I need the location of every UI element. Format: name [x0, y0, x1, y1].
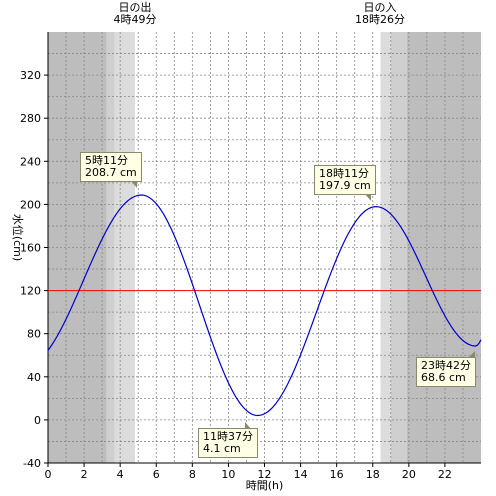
x-tick-label: 14 — [294, 468, 308, 481]
high-tide-2-value: 197.9 cm — [319, 179, 371, 192]
x-tick-label: 6 — [153, 468, 160, 481]
y-tick-label: 120 — [20, 285, 41, 298]
sunrise-label: 日の出 4時49分 — [95, 2, 175, 26]
y-tick-label: 280 — [20, 112, 41, 125]
sunrise-title: 日の出 — [118, 1, 152, 14]
x-tick-label: 20 — [402, 468, 416, 481]
high-tide-1-time: 5時11分 — [85, 154, 128, 167]
y-tick-label: 320 — [20, 69, 41, 82]
high-tide-2-time: 18時11分 — [319, 167, 369, 180]
x-tick-label: 0 — [45, 468, 52, 481]
x-tick-label: 4 — [117, 468, 124, 481]
twilight-band-dusk-2 — [390, 32, 408, 463]
high-tide-2-callout: 18時11分 197.9 cm — [314, 165, 376, 201]
high-tide-1-value: 208.7 cm — [85, 166, 137, 179]
y-tick-label: 80 — [27, 328, 41, 341]
x-tick-label: 16 — [330, 468, 344, 481]
high-tide-1-callout: 5時11分 208.7 cm — [80, 152, 142, 188]
y-tick-label: 200 — [20, 198, 41, 211]
x-tick-label: 18 — [366, 468, 380, 481]
y-tick-label: 240 — [20, 155, 41, 168]
y-tick-label: 40 — [27, 371, 41, 384]
y-axis-title: 水位(cm) — [11, 214, 25, 261]
y-tick-label: 160 — [20, 242, 41, 255]
twilight-band-dawn-1 — [106, 32, 115, 463]
x-axis-title: 時間(h) — [246, 479, 284, 492]
sunset-label: 日の入 18時26分 — [340, 2, 420, 26]
y-tick-label: -40 — [23, 457, 41, 470]
low-tide-1-value: 4.1 cm — [203, 442, 241, 455]
low-tide-2-time: 23時42分 — [421, 359, 471, 372]
x-tick-label: 22 — [438, 468, 452, 481]
sunrise-time: 4時49分 — [113, 13, 157, 26]
sunset-title: 日の入 — [363, 1, 397, 14]
sunset-time: 18時26分 — [355, 13, 405, 26]
x-tick-label: 10 — [221, 468, 235, 481]
low-tide-1-time: 11時37分 — [203, 430, 253, 443]
x-tick-label: 2 — [81, 468, 88, 481]
x-tick-label: 8 — [189, 468, 196, 481]
x-tick-label: 12 — [258, 468, 272, 481]
tide-line — [47, 194, 482, 417]
y-tick-label: 0 — [34, 414, 41, 427]
low-tide-2-value: 68.6 cm — [421, 371, 466, 384]
low-tide-1-callout: 11時37分 4.1 cm — [198, 422, 258, 458]
low-tide-2-callout: 23時42分 68.6 cm — [416, 351, 476, 387]
